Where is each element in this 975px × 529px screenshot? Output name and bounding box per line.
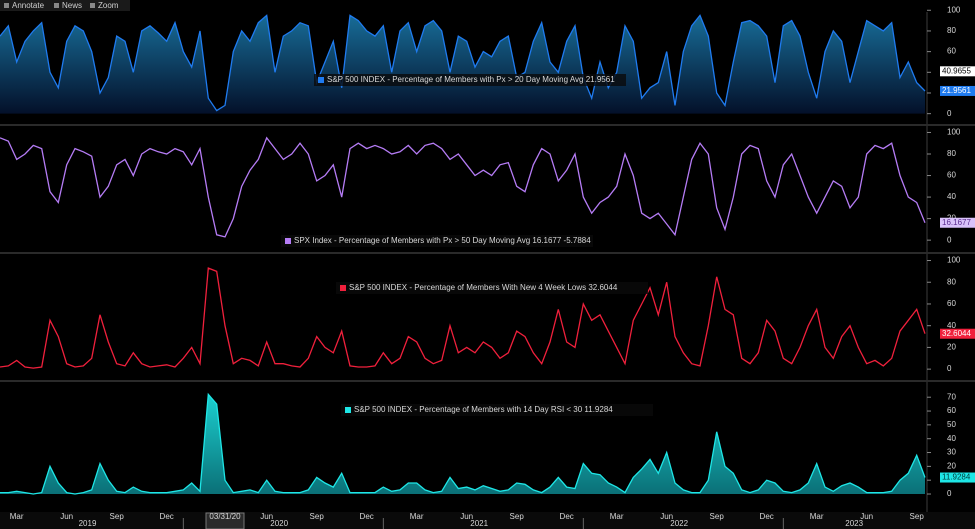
legend-label: SPX Index - Percentage of Members with P… <box>294 236 591 245</box>
y-tick-label: 80 <box>947 26 956 35</box>
x-tick-label: Dec <box>760 512 774 521</box>
y-tick-label: 100 <box>947 5 961 14</box>
legend-box <box>336 282 648 294</box>
legend-swatch <box>345 407 351 413</box>
y-tick-label: 0 <box>947 364 952 373</box>
x-tick-label: Sep <box>310 512 325 521</box>
legend-swatch <box>340 285 346 291</box>
line <box>0 267 926 369</box>
line <box>0 14 926 112</box>
x-tick-label: Jun <box>660 512 673 521</box>
value-tag-label: 32.6044 <box>942 329 971 338</box>
x-tick-label: Sep <box>710 512 725 521</box>
y-tick-label: 60 <box>947 299 956 308</box>
y-tick-label: 0 <box>947 235 952 244</box>
toolbar-button[interactable]: Zoom <box>98 1 119 10</box>
legend-label: S&P 500 INDEX - Percentage of Members Wi… <box>349 283 618 292</box>
year-label: 2020 <box>270 519 288 528</box>
y-tick-label: 0 <box>947 489 952 498</box>
x-tick-label: Jun <box>60 512 73 521</box>
toolbar <box>0 0 130 11</box>
y-tick-label: 20 <box>947 343 956 352</box>
x-tick-label: Mar <box>10 512 24 521</box>
y-tick-label: 80 <box>947 149 956 158</box>
x-tick-label: Dec <box>560 512 574 521</box>
y-tick-label: 0 <box>947 109 952 118</box>
year-label: 2022 <box>670 519 688 528</box>
x-tick-label: 03/31/20 <box>209 512 241 521</box>
value-tag-label: 40.9655 <box>942 66 971 75</box>
x-tick-label: Mar <box>810 512 824 521</box>
legend-label: S&P 500 INDEX - Percentage of Members wi… <box>327 75 615 84</box>
y-tick-label: 60 <box>947 171 956 180</box>
year-label: 2019 <box>79 519 97 528</box>
year-label: 2021 <box>470 519 488 528</box>
y-tick-label: 40 <box>947 434 956 443</box>
legend-label: S&P 500 INDEX - Percentage of Members wi… <box>354 405 613 414</box>
legend-box <box>314 74 626 86</box>
y-tick-label: 30 <box>947 448 956 457</box>
x-tick-label: Mar <box>610 512 624 521</box>
x-tick-label: Jun <box>460 512 473 521</box>
area <box>0 15 925 114</box>
legend-swatch <box>285 238 291 244</box>
y-tick-label: 20 <box>947 461 956 470</box>
y-tick-label: 40 <box>947 192 956 201</box>
toolbar-icon <box>90 3 95 8</box>
line <box>0 392 926 495</box>
y-tick-label: 50 <box>947 420 956 429</box>
line <box>0 136 926 238</box>
y-tick-label: 100 <box>947 128 961 137</box>
toolbar-icon <box>54 3 59 8</box>
y-tick-label: 60 <box>947 47 956 56</box>
x-tick-label: Sep <box>510 512 525 521</box>
y-tick-label: 80 <box>947 277 956 286</box>
value-tag <box>940 85 975 96</box>
value-tag-label: 21.9561 <box>942 86 971 95</box>
legend-box <box>341 404 653 416</box>
value-tag <box>940 217 975 228</box>
value-tag <box>940 328 975 339</box>
toolbar-button[interactable]: News <box>62 1 82 10</box>
value-tag-label: 11.9284 <box>942 473 971 482</box>
x-tick-label: Mar <box>410 512 424 521</box>
x-highlight <box>205 512 245 529</box>
legend-swatch <box>318 77 324 83</box>
x-tick-label: Dec <box>160 512 174 521</box>
x-tick-label: Jun <box>860 512 873 521</box>
y-tick-label: 100 <box>947 256 961 265</box>
y-tick-label: 40 <box>947 321 956 330</box>
toolbar-button[interactable]: Annotate <box>12 1 45 10</box>
toolbar-icon <box>4 3 9 8</box>
x-tick-label: Sep <box>910 512 925 521</box>
x-tick-label: Jun <box>260 512 273 521</box>
x-tick-label: Dec <box>360 512 374 521</box>
legend-box <box>281 235 593 247</box>
value-tag <box>940 66 975 77</box>
value-tag <box>940 472 975 483</box>
x-tick-label: Sep <box>110 512 125 521</box>
y-tick-label: 60 <box>947 406 956 415</box>
y-tick-label: 70 <box>947 392 956 401</box>
value-tag-label: 16.1677 <box>942 218 971 227</box>
year-label: 2023 <box>845 519 863 528</box>
